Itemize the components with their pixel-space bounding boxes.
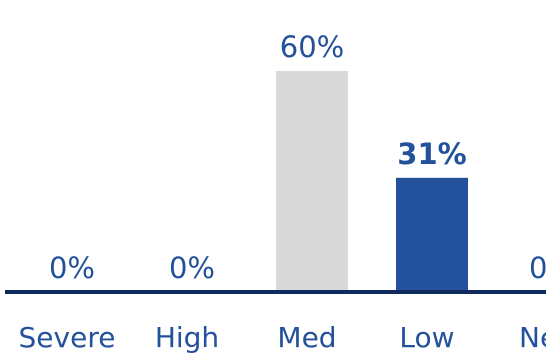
tick-label-severe: Severe [19, 321, 116, 354]
tick-label-high: High [155, 321, 219, 354]
bar-low [396, 177, 468, 292]
tick-label-med: Med [277, 321, 336, 354]
value-label-med: 60% [280, 30, 344, 64]
value-label-severe: 0% [49, 251, 95, 285]
x-axis-tick-labels: Severe High Med Low Neg [19, 321, 546, 354]
value-label-neg: 0% [529, 251, 546, 285]
tick-label-low: Low [399, 321, 454, 354]
value-labels-layer: 0% 0% 60% 31% 0% [49, 30, 546, 285]
bars-layer [276, 71, 468, 292]
value-label-high: 0% [169, 251, 215, 285]
bar-med [276, 71, 348, 292]
value-label-low: 31% [397, 137, 466, 171]
tick-label-neg: Neg [519, 321, 546, 354]
